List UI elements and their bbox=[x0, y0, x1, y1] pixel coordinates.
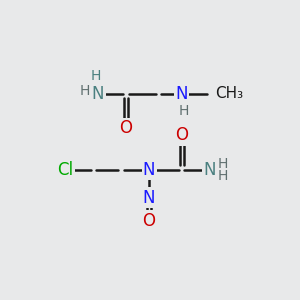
Text: H: H bbox=[179, 104, 189, 118]
Text: N: N bbox=[92, 85, 104, 103]
Text: H: H bbox=[80, 84, 90, 98]
Text: N: N bbox=[176, 85, 188, 103]
Text: H: H bbox=[90, 69, 101, 83]
Text: H: H bbox=[217, 169, 227, 183]
Text: N: N bbox=[143, 161, 155, 179]
Text: O: O bbox=[142, 212, 156, 230]
Text: CH₃: CH₃ bbox=[215, 86, 244, 101]
Text: N: N bbox=[143, 189, 155, 207]
Text: H: H bbox=[217, 157, 227, 171]
Text: O: O bbox=[119, 119, 132, 137]
Text: O: O bbox=[175, 126, 188, 144]
Text: N: N bbox=[203, 161, 216, 179]
Text: Cl: Cl bbox=[57, 161, 74, 179]
